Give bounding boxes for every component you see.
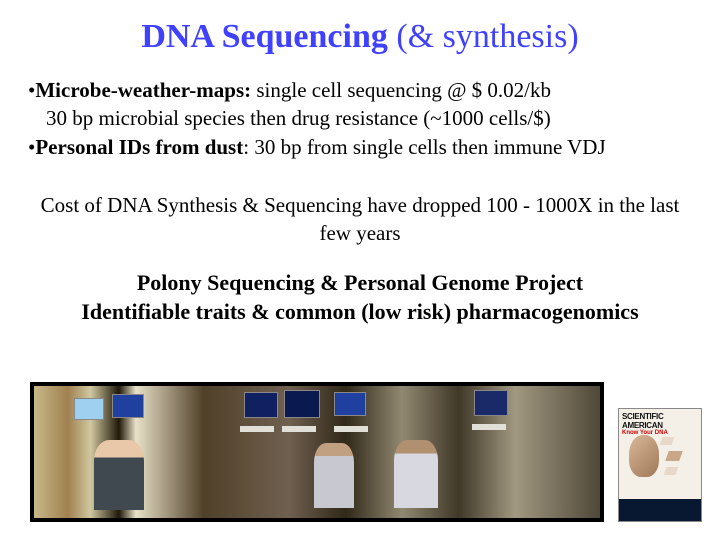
keyboard-icon [282,426,316,432]
magazine-logo-line2: AMERICAN [619,421,701,430]
bullet-text: : 30 bp from single cells then immune VD… [243,135,605,159]
monitor-icon [334,392,366,416]
monitor-icon [244,392,278,418]
bullet-text: single cell sequencing @ $ 0.02/kb [251,78,551,102]
person-icon [94,440,144,510]
middle-paragraph: Cost of DNA Synthesis & Sequencing have … [0,161,720,248]
keyboard-icon [472,424,506,430]
monitor-icon [284,390,320,418]
title-normal: (& synthesis) [388,18,579,55]
keyboard-icon [334,426,368,432]
monitor-icon [74,398,104,420]
slide-title: DNA Sequencing (& synthesis) [0,0,720,68]
magazine-footer-band [619,499,701,521]
sub-heading: Polony Sequencing & Personal Genome Proj… [0,248,720,327]
magazine-logo-line1: SCIENTIFIC [619,409,701,421]
magazine-cover: SCIENTIFIC AMERICAN Know Your DNA [618,408,702,522]
keyboard-icon [240,426,274,432]
bullet-continuation: 30 bp microbial species then drug resist… [28,104,692,132]
subhead-line1: Polony Sequencing & Personal Genome Proj… [30,268,690,298]
subhead-line2: Identifiable traits & common (low risk) … [30,297,690,327]
image-row: SCIENTIFIC AMERICAN Know Your DNA [0,382,720,522]
monitor-icon [474,390,508,416]
magazine-fragment-icon [664,467,679,475]
bullet-label: Microbe-weather-maps: [35,78,251,102]
bullet-label: Personal IDs from dust [35,135,243,159]
lab-panorama-photo [30,382,604,522]
magazine-fragment-icon [665,451,683,461]
bullet-item: •Personal IDs from dust: 30 bp from sing… [28,133,692,161]
monitor-icon [112,394,144,418]
magazine-headline: Know Your DNA [619,430,701,436]
person-icon [394,440,438,508]
magazine-face-icon [629,435,659,477]
title-bold: DNA Sequencing [141,18,388,55]
bullet-item: •Microbe-weather-maps: single cell seque… [28,76,692,104]
bullet-list: •Microbe-weather-maps: single cell seque… [0,68,720,161]
person-icon [314,443,354,508]
magazine-fragment-icon [660,437,675,445]
